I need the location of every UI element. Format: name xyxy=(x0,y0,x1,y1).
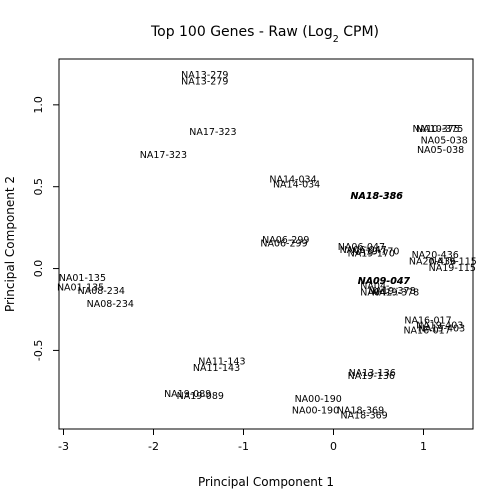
sample-point-label: NA18-369 xyxy=(337,405,384,416)
y-tick-label: 0.5 xyxy=(32,178,45,196)
sample-point-label: NA05-038 xyxy=(417,145,464,156)
sample-point-label: NA06-047 xyxy=(338,242,385,253)
sample-point-label: NA04-... xyxy=(360,281,398,292)
sample-point-label: NA09-047 xyxy=(358,276,411,287)
sample-point-label: NA00-190 xyxy=(292,405,339,416)
sample-point-label: NA13-136 xyxy=(349,368,396,379)
sample-point-label: NA13-279 xyxy=(181,70,228,81)
y-axis-title: Principal Component 2 xyxy=(3,176,17,312)
sample-point-label: NA04-... xyxy=(360,288,398,299)
sample-point-label: NA19-089 xyxy=(164,389,211,400)
sample-point-label: NA17-323 xyxy=(140,150,187,161)
sample-point-label: NA06-299 xyxy=(262,235,309,246)
sample-point-label: NA19-403 xyxy=(416,320,463,331)
sample-point-label: NA18-369 xyxy=(340,410,387,421)
sample-point-label: NA19-115 xyxy=(430,257,477,268)
x-axis-title: Principal Component 1 xyxy=(198,475,334,489)
sample-point-label: NA18-386 xyxy=(351,191,404,202)
sample-point-label: NA14-034 xyxy=(269,175,316,186)
sample-point-label: NA11-143 xyxy=(198,356,245,367)
sample-point-label: NA09-047 xyxy=(358,276,411,287)
y-tick-label: -0.5 xyxy=(32,340,45,361)
sample-point-label: NA18-386 xyxy=(351,191,404,202)
sample-point-label: NA19-115 xyxy=(429,263,476,274)
sample-point-label: NA01-135 xyxy=(57,283,104,294)
sample-point-label: NA10-375 xyxy=(412,124,459,135)
sample-point-label: NA16-017 xyxy=(404,315,451,326)
x-tick-label: -1 xyxy=(238,440,249,453)
sample-point-label: NA01-135 xyxy=(59,273,106,284)
sample-point-label: NA08-234 xyxy=(87,299,134,310)
sample-point-label: NA20-436 xyxy=(409,257,456,268)
sample-point-label: NA19-170 xyxy=(348,248,395,259)
sample-point-label: NA19-089 xyxy=(177,391,224,402)
sample-point-label: NA16-017 xyxy=(403,325,450,336)
sample-point-label: NA10-375 xyxy=(416,124,463,135)
sample-point-label: NA19-170 xyxy=(352,247,399,258)
sample-point-label: NA19-136 xyxy=(348,371,395,382)
x-tick-label: 1 xyxy=(420,440,427,453)
sample-point-label: NA06-047 xyxy=(340,245,387,256)
sample-point-label: NA20-436 xyxy=(412,250,459,261)
chart-title: Top 100 Genes - Raw (Log2 CPM) xyxy=(150,24,379,45)
sample-point-label: NA17-323 xyxy=(189,127,236,138)
y-axis: -0.5 0.0 0.5 1.0 xyxy=(32,96,59,361)
sample-point-label: NA06-299 xyxy=(260,239,307,250)
sample-point-label: NA05-038 xyxy=(421,135,468,146)
sample-point-label: NA19-378 xyxy=(368,286,415,297)
sample-point-label: NA19-378 xyxy=(372,288,419,299)
sample-point-label: NA19-403 xyxy=(418,324,465,335)
x-tick-label: -3 xyxy=(58,440,69,453)
sample-point-label: NA13-279 xyxy=(181,76,228,87)
sample-point-label: NA11-143 xyxy=(193,363,240,374)
y-tick-label: 0.0 xyxy=(32,260,45,278)
sample-point-label: NA08-234 xyxy=(78,286,125,297)
x-axis: -3 -2 -1 0 1 xyxy=(58,429,427,453)
y-tick-label: 1.0 xyxy=(32,96,45,114)
chart-title-subscript: 2 xyxy=(333,34,339,45)
sample-point-label: NA00-190 xyxy=(295,394,342,405)
x-tick-label: 0 xyxy=(330,440,337,453)
sample-point-label: NA14-034 xyxy=(273,180,320,191)
x-tick-label: -2 xyxy=(148,440,159,453)
plot-frame xyxy=(58,58,474,430)
